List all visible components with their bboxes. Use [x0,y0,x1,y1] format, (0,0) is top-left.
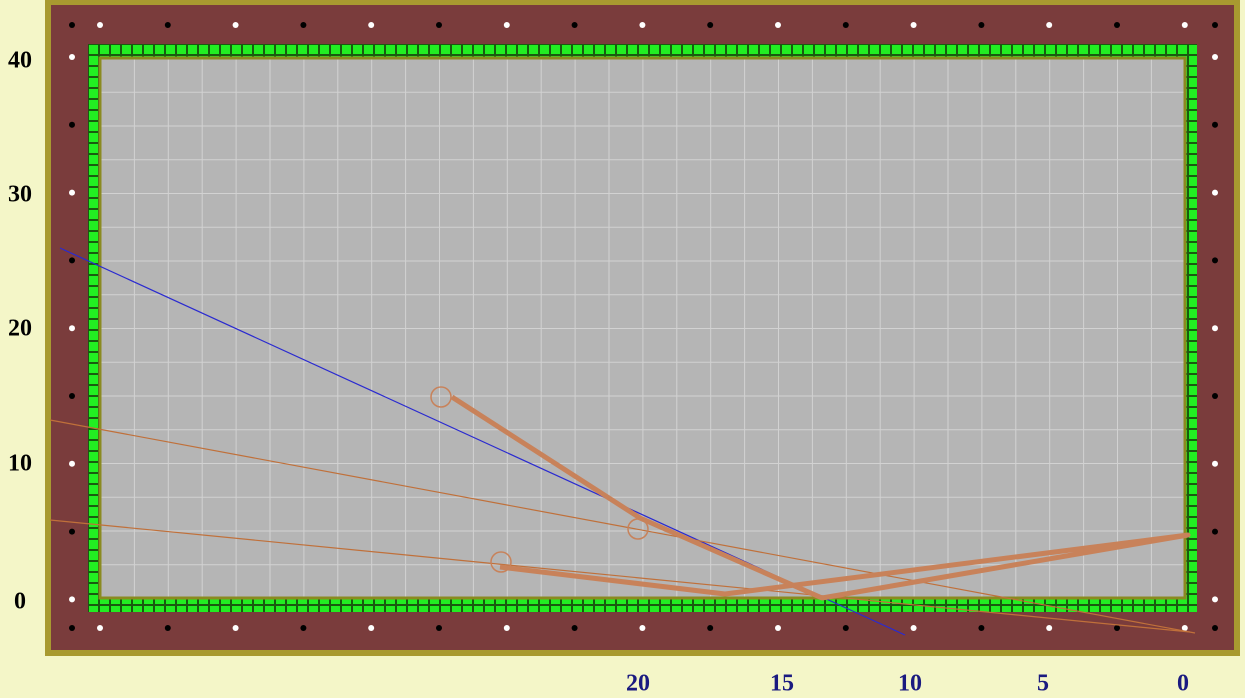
diamond [1114,625,1120,631]
diamond [1212,189,1218,196]
diamond [910,625,917,631]
diamond [97,625,103,631]
x-label: 0 [1177,671,1189,697]
guide-line [49,519,1191,633]
diamond [639,625,646,631]
diamond [1212,121,1218,128]
x-label: 10 [898,671,922,697]
diamond [1212,54,1218,60]
diamond [69,257,75,264]
diamond [164,625,171,631]
diamond [368,625,375,631]
diamonds [69,22,1218,631]
diamond [300,22,307,28]
diamond [639,22,646,28]
felt [98,56,1187,600]
x-axis-labels: 20 15 10 5 0 [626,671,1189,697]
y-label: 40 [8,48,32,74]
diamond [69,189,75,196]
x-label: 5 [1037,671,1049,697]
diamond [1212,528,1218,535]
diamond [1181,625,1188,631]
ball [490,551,512,573]
diamond [1212,22,1218,28]
diamond [775,22,781,28]
diamond [1181,22,1188,28]
diamond [842,22,849,28]
diamond [300,625,307,631]
diamond [436,22,442,28]
diamond [571,22,578,28]
y-label: 10 [8,451,32,477]
diamond [69,460,75,467]
ball [430,386,452,408]
y-label: 0 [14,589,26,615]
diamond [1212,625,1218,631]
diamond [503,625,510,631]
diamond [232,625,239,631]
diamond [69,528,75,535]
diamond [1212,257,1218,264]
ball [627,518,649,540]
diamond [707,22,714,28]
diamond [69,625,75,631]
diamond [1212,596,1218,603]
diamond [368,22,375,28]
diamond [503,22,510,28]
diamond [436,625,442,631]
diamond [1212,325,1218,332]
y-axis-labels: 40 30 20 10 0 [8,48,32,615]
diamond [842,625,849,631]
diamond [164,22,171,28]
diamond [978,22,985,28]
diamond [1046,22,1053,28]
diamond [69,54,75,60]
diamond [1114,22,1120,28]
shot-lines [49,247,1196,636]
diamond [1046,625,1053,631]
diamond [978,625,985,631]
diamond [97,22,103,28]
diamond [1212,460,1218,467]
guide-line [49,419,1196,634]
diamond [69,596,75,603]
diamond [69,325,75,332]
diamond [910,22,917,28]
x-label: 15 [770,671,794,697]
diamond [571,625,578,631]
diamond [69,393,75,399]
diamond [707,625,714,631]
diamond [1212,393,1218,399]
diamond [69,121,75,128]
diamond [232,22,239,28]
ball-path [450,394,1191,601]
diamond [69,22,75,28]
diamond [775,625,781,631]
y-label: 30 [8,182,32,208]
y-label: 20 [8,316,32,342]
x-label: 20 [626,671,650,697]
